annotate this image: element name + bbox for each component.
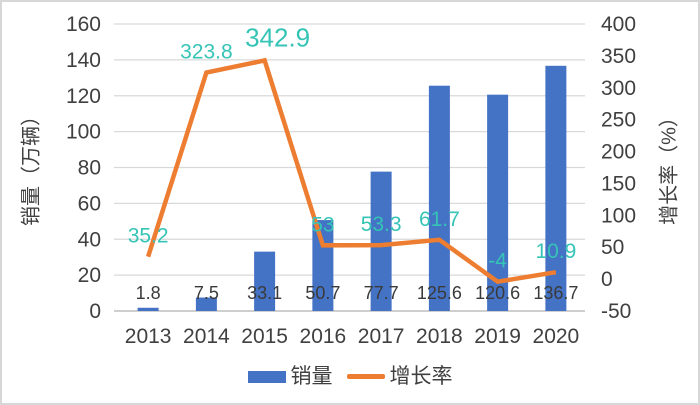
y2-axis-tick-label: 250: [601, 109, 636, 132]
y2-axis-tick-label: 100: [601, 204, 636, 227]
y-axis-tick-label: 80: [78, 157, 101, 180]
y2-axis-tick-label: 0: [601, 268, 613, 291]
sales-bar: [428, 85, 450, 311]
x-axis-tick-label: 2013: [125, 325, 172, 348]
line-value-label: 10.9: [535, 240, 576, 263]
y-axis-tick-label: 160: [66, 13, 101, 36]
y2-axis-tick-label: -50: [601, 300, 631, 323]
bar-value-label: 33.1: [247, 283, 282, 303]
sales-bar: [254, 251, 276, 311]
y2-axis-tick-label: 50: [601, 236, 624, 259]
x-axis-tick-label: 2017: [358, 325, 405, 348]
y2-axis-tick-label: 150: [601, 172, 636, 195]
bar-value-label: 7.5: [194, 283, 219, 303]
y-axis-tick-label: 0: [89, 300, 101, 323]
left-axis-title: 销量（万辆）: [20, 106, 43, 226]
y-axis-tick-label: 140: [66, 49, 101, 72]
line-value-label: 323.8: [180, 41, 233, 64]
bar-series-swatch-icon: [247, 370, 286, 383]
y2-axis-tick-label: 200: [601, 141, 636, 164]
line-value-label: 342.9: [245, 22, 310, 52]
legend: 销量 增长率: [2, 366, 698, 387]
legend-label-sales: 销量: [290, 365, 333, 388]
bar-value-label: 136.7: [533, 283, 578, 303]
line-value-label: 35.2: [128, 225, 169, 248]
bar-value-label: 125.6: [417, 283, 462, 303]
bar-value-label: 50.7: [305, 283, 340, 303]
legend-item-growth: 增长率: [346, 365, 453, 388]
y-axis-tick-label: 40: [78, 228, 101, 251]
y2-axis-tick-label: 350: [601, 45, 636, 68]
line-value-label: 53: [311, 213, 334, 236]
x-axis-tick-label: 2020: [533, 325, 580, 348]
bar-value-label: 1.8: [136, 283, 161, 303]
sales-bar: [195, 297, 217, 311]
bar-value-label: 77.7: [364, 283, 399, 303]
x-axis-tick-label: 2016: [300, 325, 347, 348]
bar-value-label: 120.6: [475, 283, 520, 303]
sales-bar: [487, 94, 509, 311]
y-axis-tick-label: 100: [66, 121, 101, 144]
x-axis-tick-label: 2018: [416, 325, 463, 348]
right-axis-title: 增长率（%）: [658, 107, 681, 225]
growth-line: [145, 57, 557, 285]
y-axis-tick-label: 60: [78, 192, 101, 215]
line-value-label: 61.7: [419, 208, 460, 231]
x-axis-tick-label: 2015: [241, 325, 288, 348]
sales-bar: [370, 171, 392, 311]
line-value-label: -4: [488, 250, 507, 273]
legend-label-growth: 增长率: [389, 365, 453, 388]
y2-axis-tick-label: 300: [601, 77, 636, 100]
sales-bar: [545, 65, 567, 311]
x-axis-tick-label: 2014: [183, 325, 230, 348]
y-axis-tick-label: 20: [78, 264, 101, 287]
legend-item-sales: 销量: [247, 365, 333, 388]
x-axis-tick-label: 2019: [474, 325, 521, 348]
y-axis-tick-label: 120: [66, 85, 101, 108]
line-series-swatch-icon: [346, 374, 385, 379]
line-value-label: 53.3: [361, 213, 402, 236]
sales-bar: [137, 307, 159, 311]
sales-bar: [312, 220, 334, 311]
y2-axis-tick-label: 400: [601, 13, 636, 36]
